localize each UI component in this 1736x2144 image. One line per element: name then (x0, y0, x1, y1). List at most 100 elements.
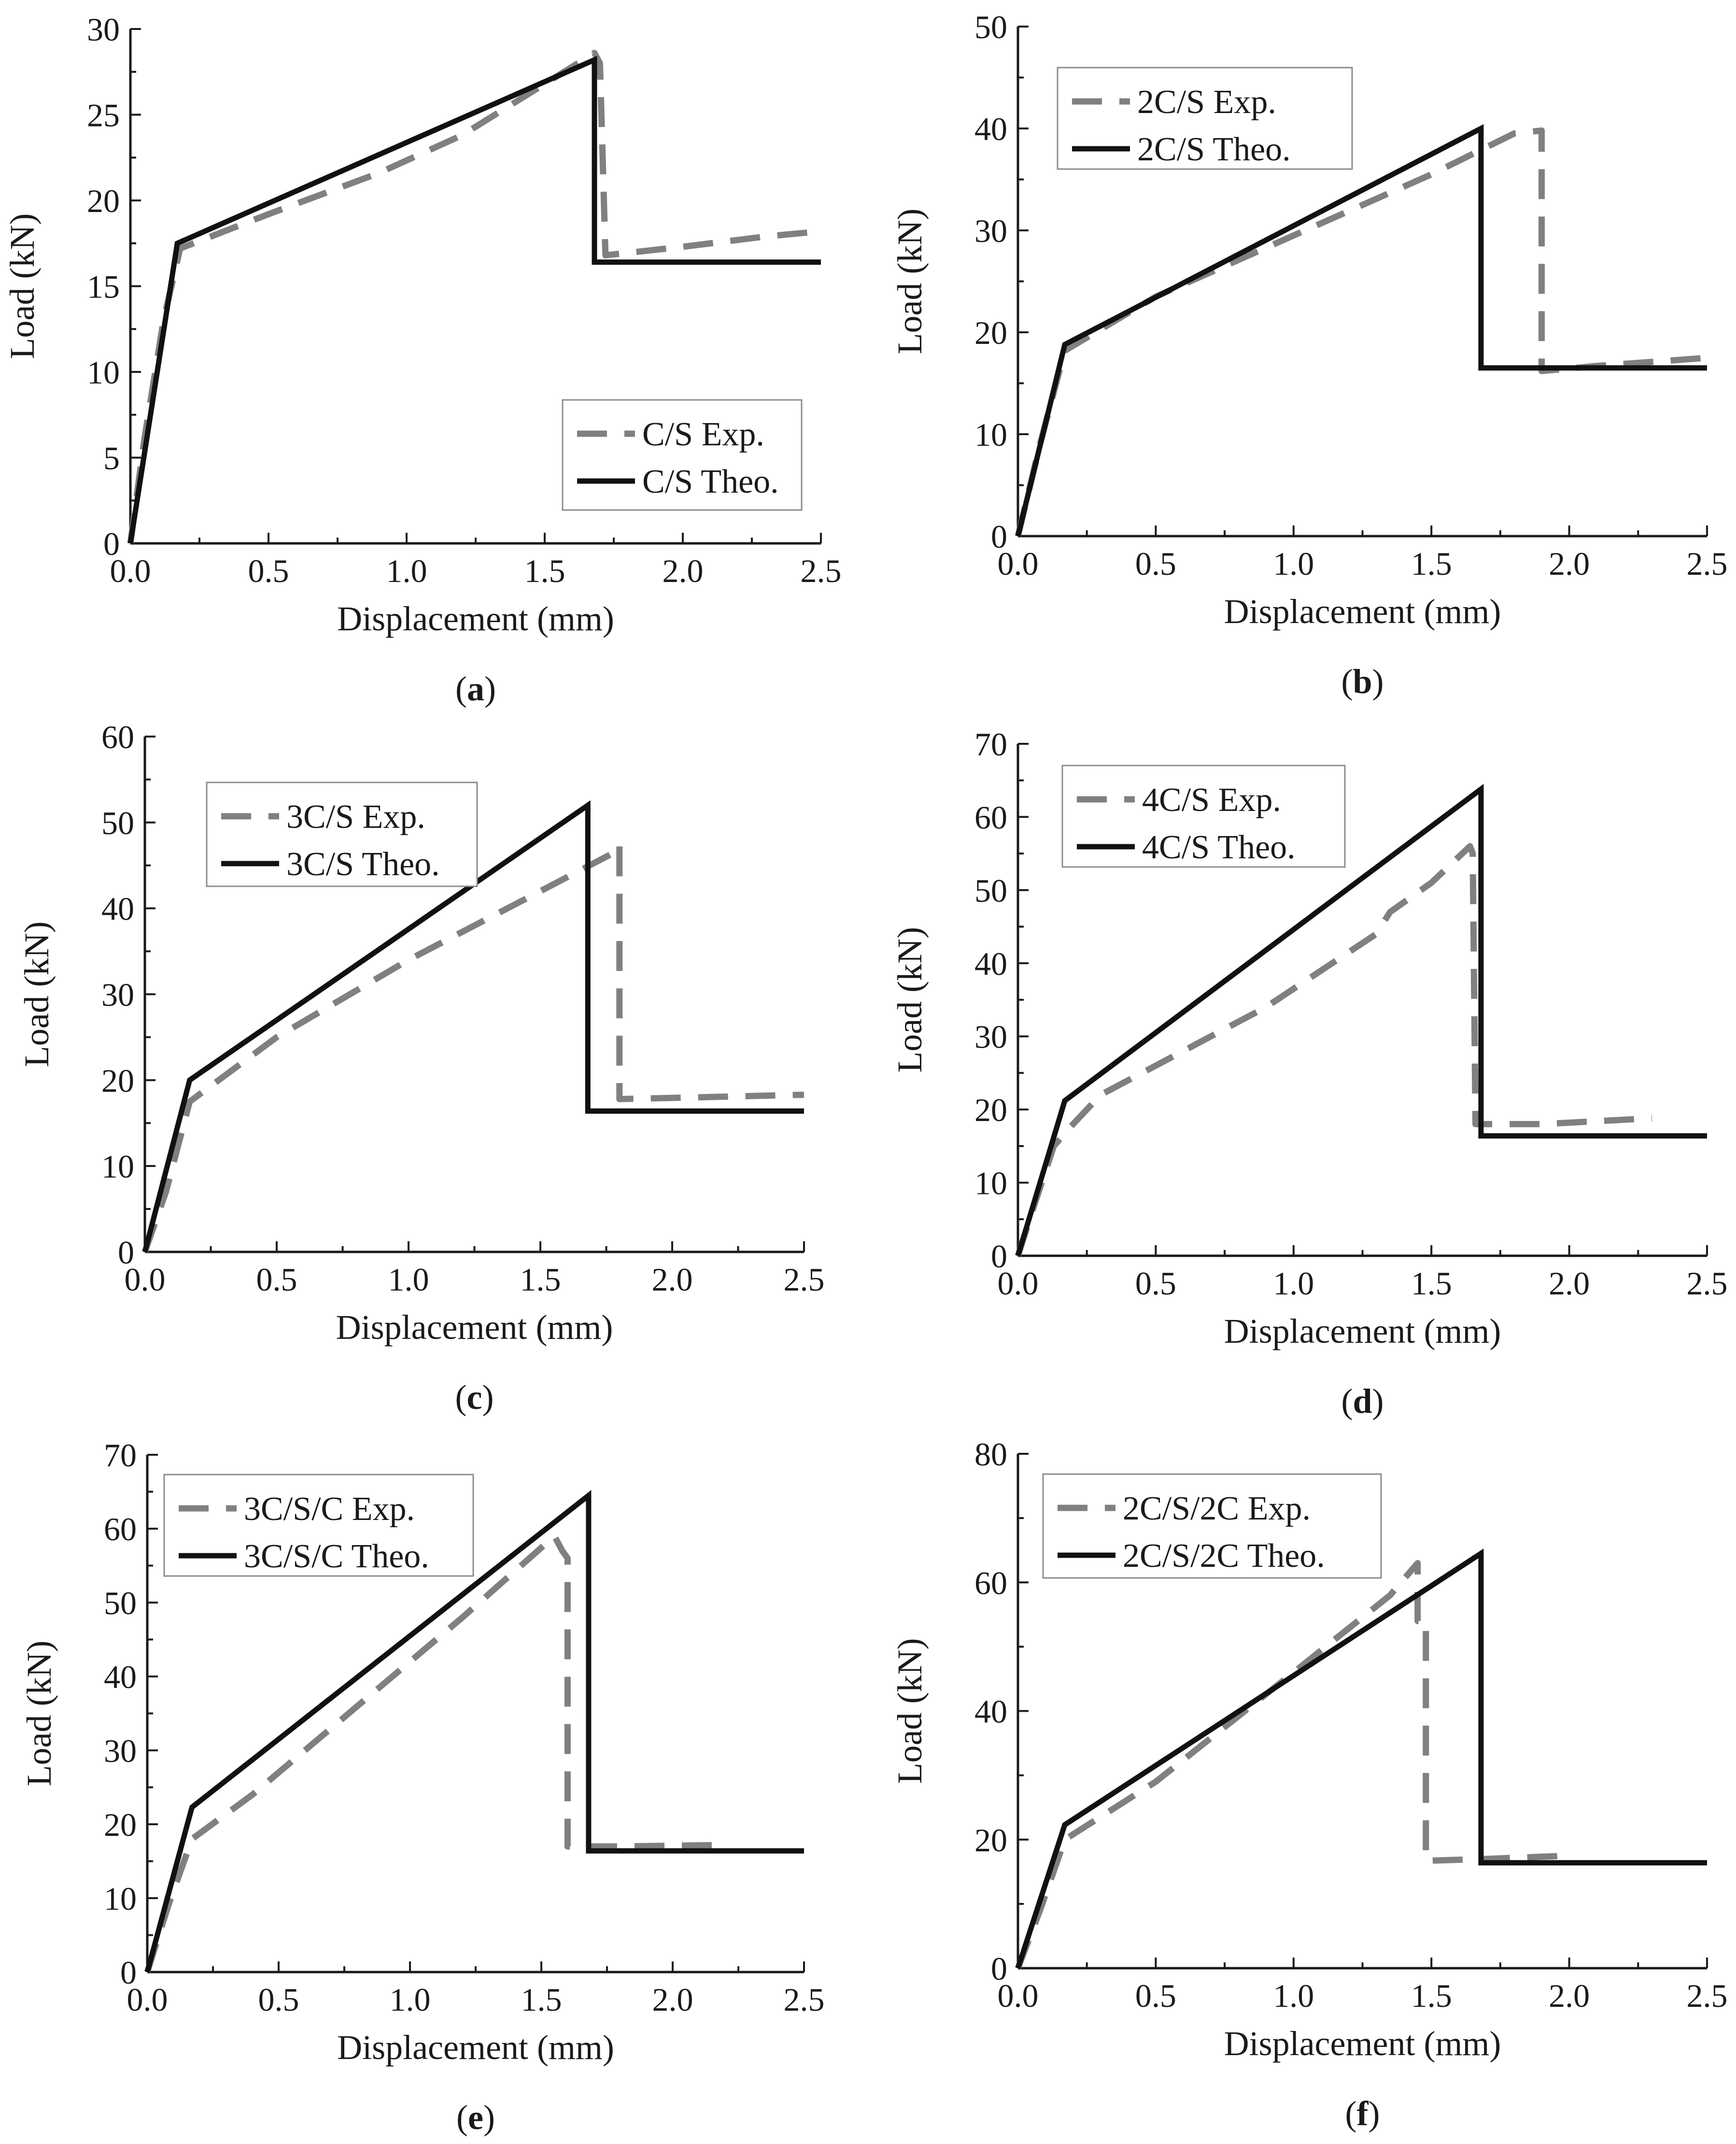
x-tick-label: 1.0 (386, 553, 427, 589)
experimental-series-line (141, 840, 804, 1253)
y-tick-label: 60 (101, 719, 134, 755)
y-tick-label: 40 (101, 891, 134, 927)
y-tick-label: 0 (120, 1954, 137, 1991)
y-tick-label: 30 (104, 1732, 137, 1769)
legend-label: 3C/S/C Theo. (244, 1538, 429, 1575)
legend-label: 4C/S Exp. (1142, 781, 1281, 819)
y-tick-label: 20 (974, 314, 1007, 351)
chart-panel-f: 0.0 0.5 1.0 1.5 2.0 2.5 0 20 40 60 80 Displacement … (890, 1436, 1728, 2133)
legend-label: 2C/S Exp. (1137, 84, 1276, 121)
y-tick-label: 50 (974, 872, 1007, 909)
theoretical-series-line (1015, 1548, 1707, 1969)
x-tick-label: 1.5 (520, 1261, 561, 1298)
y-tick-label: 0 (991, 1238, 1007, 1275)
chart-panel-d: 0.0 0.5 1.0 1.5 2.0 2.5 0 10 20 30 40 50 60 70 Displac… (890, 726, 1728, 1420)
x-tick-label: 0.5 (258, 1981, 299, 2018)
y-tick-label: 50 (101, 805, 134, 841)
y-tick-label: 40 (974, 111, 1007, 147)
y-axis-title: Load (kN) (890, 1638, 929, 1784)
legend-box (163, 1474, 474, 1577)
y-tick-label: 20 (87, 183, 120, 219)
x-axis-title: Displacement (mm) (1224, 2024, 1501, 2063)
x-tick-label: 0.5 (1135, 545, 1176, 582)
theoretical-series-line (127, 56, 821, 544)
legend: 2C/S/2C Exp. 2C/S/2C Theo. (1042, 1473, 1382, 1579)
x-axis-title: Displacement (mm) (336, 1308, 613, 1347)
panel-caption: (f) (1345, 2094, 1380, 2133)
x-axis-title: Displacement (mm) (337, 599, 614, 638)
x-tick-label: 2.5 (1687, 1265, 1728, 1302)
x-tick-label: 0.0 (125, 1261, 166, 1298)
x-tick-label: 0.5 (1135, 1265, 1176, 1302)
chart-panel-c: 0.0 0.5 1.0 1.5 2.0 2.5 0 10 20 30 40 50 60 Displacem… (17, 719, 825, 1417)
y-axis-title: Load (kN) (20, 1641, 58, 1787)
x-tick-label: 0.0 (998, 1265, 1039, 1302)
x-tick-label: 2.5 (801, 553, 842, 589)
y-tick-label: 20 (104, 1806, 137, 1843)
x-tick-label: 0.0 (998, 1977, 1039, 2014)
y-tick-label: 20 (974, 1822, 1007, 1859)
y-tick-label: 30 (974, 213, 1007, 249)
panel-caption: (a) (455, 669, 496, 708)
y-axis-title: Load (kN) (890, 927, 929, 1073)
theoretical-series-line (1015, 783, 1707, 1257)
y-axis-title: Load (kN) (17, 922, 56, 1067)
x-tick-label: 0.5 (1135, 1977, 1176, 2014)
x-tick-label: 2.0 (1549, 1977, 1590, 2014)
y-tick-label: 70 (974, 726, 1007, 763)
legend-label: 3C/S Exp. (286, 798, 425, 836)
theoretical-series-line (142, 800, 804, 1253)
legend-box (1057, 67, 1353, 170)
chart-panel-a: 0.0 0.5 1.0 1.5 2.0 2.5 0 5 10 15 20 25 30 Displaceme… (3, 11, 842, 708)
theoretical-series-line (1015, 124, 1707, 537)
y-tick-label: 20 (101, 1062, 134, 1099)
y-tick-label: 0 (118, 1234, 134, 1271)
x-tick-label: 0.5 (256, 1261, 297, 1298)
x-tick-label: 0.0 (110, 553, 151, 589)
legend-box (1042, 1473, 1382, 1579)
experimental-series-line (1015, 1560, 1569, 1970)
y-tick-label: 80 (974, 1436, 1007, 1473)
x-tick-label: 1.5 (1411, 1977, 1452, 2014)
theoretical-series-line (144, 1490, 804, 1973)
y-tick-label: 60 (104, 1511, 137, 1548)
x-tick-label: 1.5 (1411, 545, 1452, 582)
x-tick-label: 2.0 (652, 1261, 693, 1298)
legend-label: C/S Theo. (642, 463, 779, 500)
x-tick-label: 1.0 (1273, 1977, 1314, 2014)
legend-box (1061, 765, 1346, 868)
legend-box (206, 781, 478, 887)
y-tick-label: 30 (87, 11, 120, 48)
y-tick-label: 30 (101, 977, 134, 1013)
x-tick-label: 1.5 (524, 553, 565, 589)
panel-caption: (e) (456, 2098, 495, 2137)
x-tick-label: 2.0 (1549, 545, 1590, 582)
y-axis-title: Load (kN) (3, 213, 42, 359)
x-tick-label: 1.5 (521, 1981, 562, 2018)
x-axis-title: Displacement (mm) (1224, 592, 1501, 631)
y-tick-label: 10 (104, 1880, 137, 1917)
y-tick-label: 10 (101, 1148, 134, 1185)
x-tick-label: 0.0 (127, 1981, 168, 2018)
legend-label: 2C/S Theo. (1137, 131, 1291, 168)
x-tick-label: 0.5 (248, 553, 289, 589)
x-tick-label: 1.5 (1411, 1265, 1452, 1302)
y-tick-label: 30 (974, 1019, 1007, 1055)
experimental-series-line (144, 1533, 725, 1973)
y-tick-label: 0 (991, 518, 1007, 555)
legend-label: 3C/S/C Exp. (244, 1491, 415, 1528)
y-tick-label: 60 (974, 1564, 1007, 1601)
x-tick-label: 2.5 (784, 1261, 825, 1298)
chart-panel-e: 0.0 0.5 1.0 1.5 2.0 2.5 0 10 20 30 40 50 60 70 Displac… (20, 1437, 825, 2137)
panel-caption: (c) (455, 1378, 494, 1417)
y-tick-label: 5 (103, 440, 120, 477)
x-tick-label: 1.0 (1273, 1265, 1314, 1302)
legend-label: C/S Exp. (642, 416, 764, 453)
x-tick-label: 2.0 (1549, 1265, 1590, 1302)
y-tick-label: 40 (974, 945, 1007, 982)
x-tick-label: 1.0 (388, 1261, 429, 1298)
y-tick-label: 60 (974, 799, 1007, 836)
experimental-series-line (1015, 843, 1652, 1257)
legend: 3C/S Exp. 3C/S Theo. (206, 781, 478, 887)
